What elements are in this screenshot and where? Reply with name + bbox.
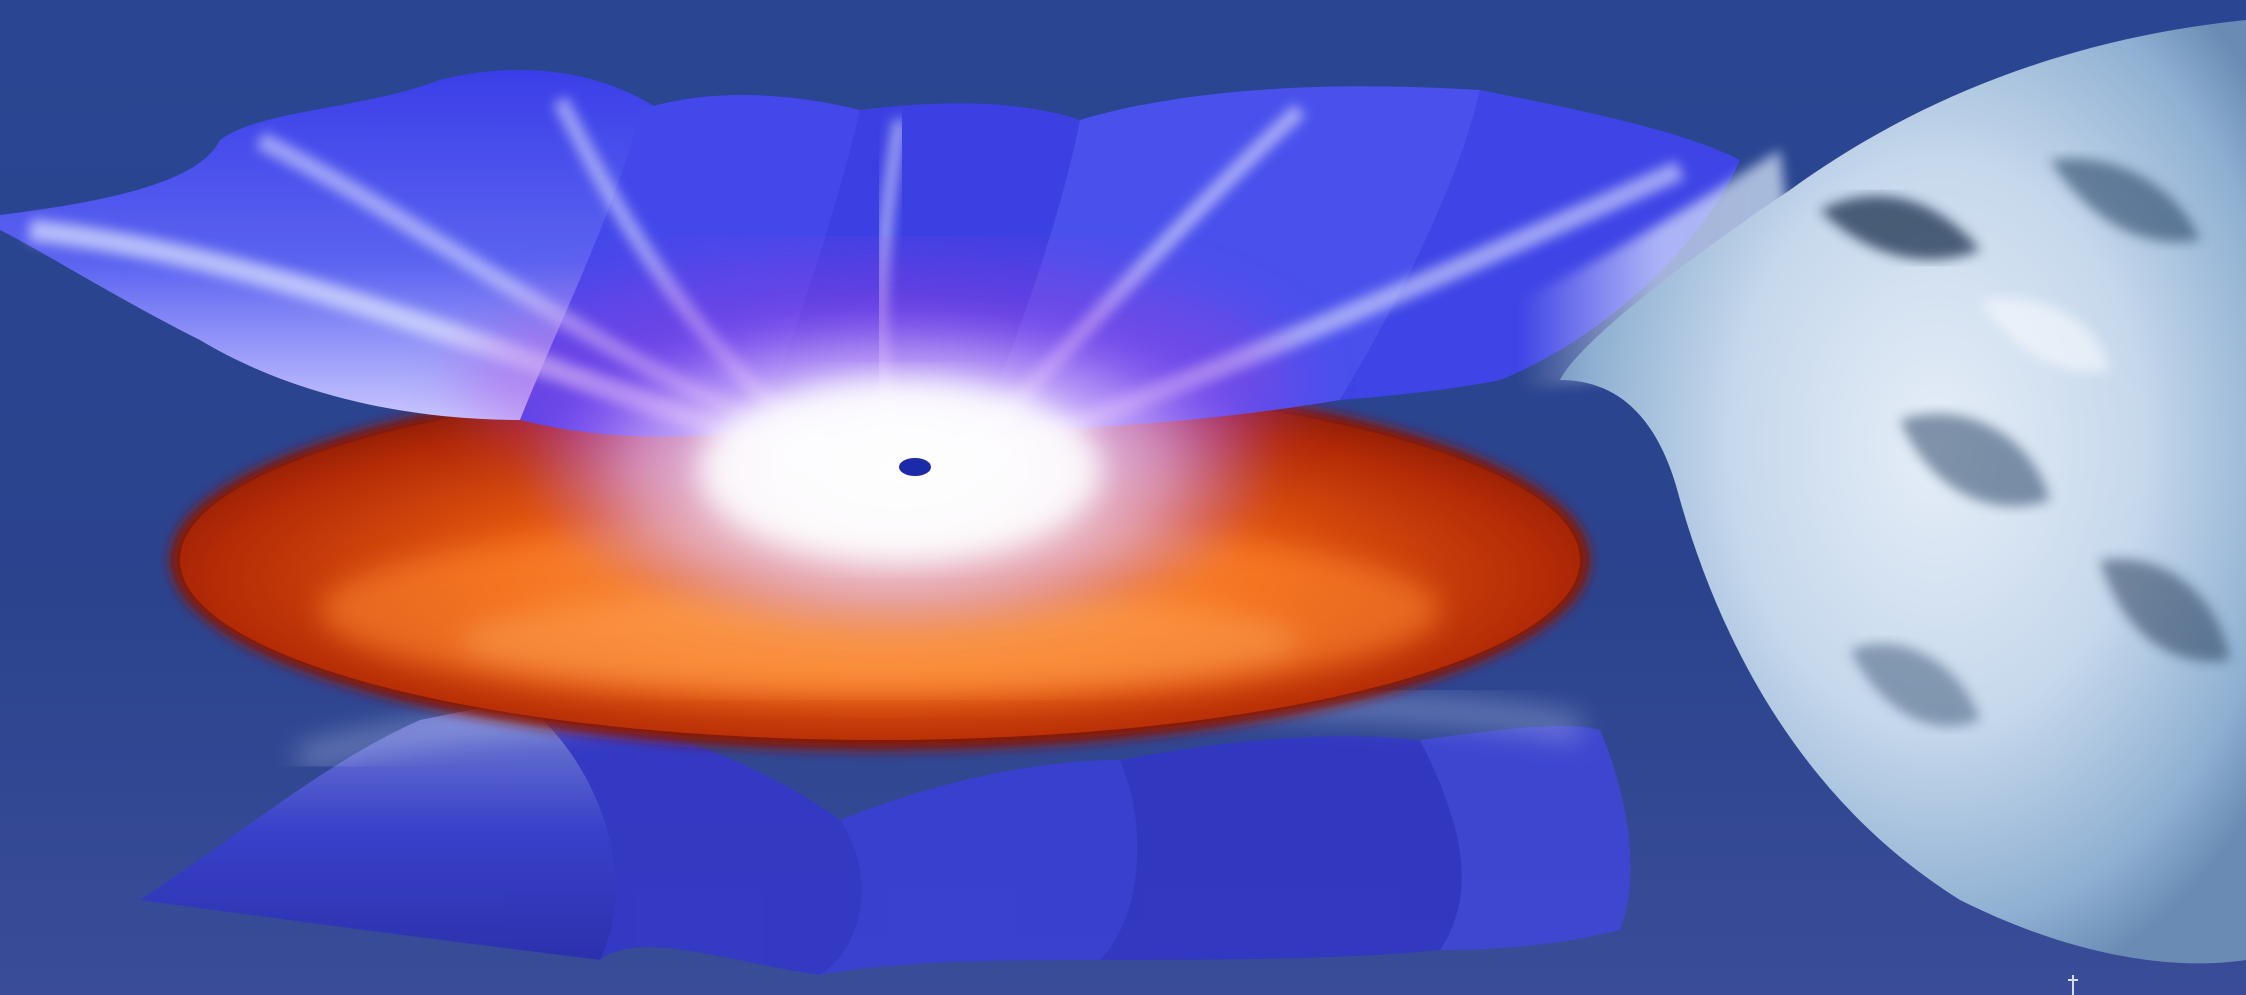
lower-outflow (140, 683, 1631, 975)
black-hole (899, 458, 931, 476)
companion-star (1560, 20, 2246, 964)
black-hole-core (520, 300, 1280, 640)
small-marker (2068, 975, 2078, 995)
